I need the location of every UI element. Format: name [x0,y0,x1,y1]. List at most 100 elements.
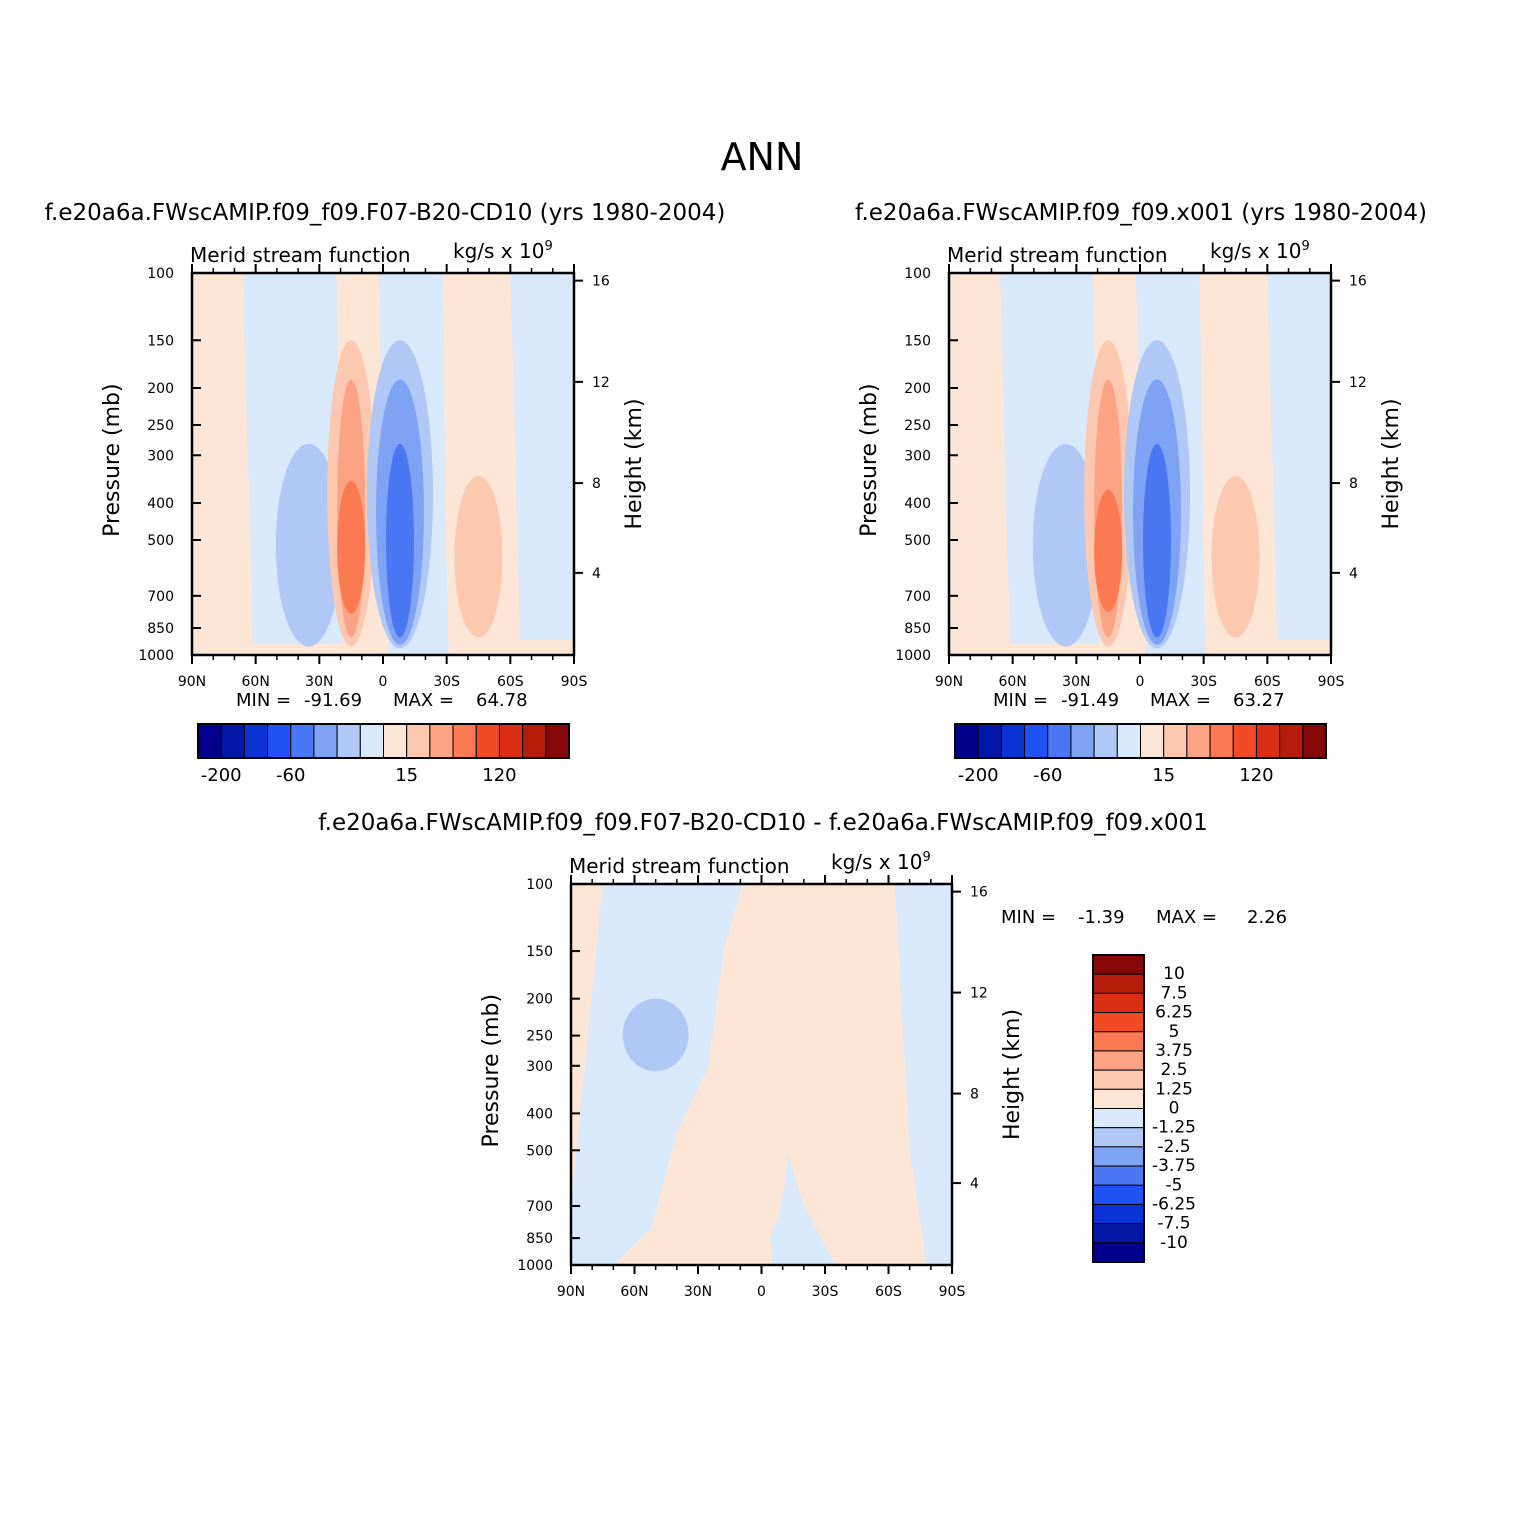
field-clipped [949,273,1331,655]
y-tick-label: 1000 [517,1258,553,1274]
colorbar-box [1186,723,1211,759]
colorbar-label: -6.25 [1152,1194,1196,1214]
y-tick-label: 250 [904,418,931,434]
colorbar-frame [1092,954,1145,1263]
y2-tick-label: 12 [970,986,988,1002]
colorbar-box [954,723,979,759]
y2-tick-label: 4 [1349,566,1358,582]
y-tick-label: 100 [526,877,553,893]
y-tick-label: 500 [904,533,931,549]
colorbar-label: -10 [1160,1233,1188,1253]
x-tick-label: 60N [999,674,1027,690]
y2-axis-label: Height (km) [1000,1009,1025,1140]
stats-max-value: 64.78 [476,690,528,711]
colorbar-box [1092,1088,1145,1109]
axes-layer: 90N 60N 30N 0 30S 60S 90S 100 150 200 250 300 400 500… [479,875,1025,1300]
colorbar-box [1092,1069,1145,1090]
y2-tick-label: 4 [970,1176,979,1192]
colorbar-label: 6.25 [1155,1003,1193,1023]
axes-layer: 90N 60N 30N 0 30S 60S 90S 100 150 200 250 300 400 500… [857,264,1404,690]
axes-layer: 90N 60N 30N 0 30S 60S 90S 100 150 200 250 300 400 500… [100,264,647,690]
colorbar-box [1302,723,1327,759]
colorbar-label: 120 [1239,765,1273,786]
stats-max-label: MAX = [1150,690,1211,711]
plot-label: Merid stream function [947,243,1168,267]
x-tick-label: 30S [433,674,460,690]
x-tick-label: 60S [875,1284,902,1300]
x-tick-label: 90N [178,674,206,690]
stats-max-label: MAX = [393,690,454,711]
y2-tick-label: 12 [1349,375,1367,391]
colorbar-box [1092,992,1145,1014]
y-tick-label: 1000 [138,648,174,664]
negative-region [571,884,743,1265]
field-layer [192,273,574,655]
colorbar-box [243,723,269,759]
colorbar-label: -200 [958,765,999,786]
x-tick-label: 0 [1136,674,1145,690]
colorbar-box [475,723,500,759]
field-clipped [571,884,952,1265]
y-tick-label: 400 [526,1106,553,1122]
x-tick-label: 60S [1254,674,1281,690]
stats-min-label: MIN = [1001,907,1056,928]
colorbar-box [359,723,384,759]
colorbar-vertical: 107.56.2553.752.51.250-1.25-2.5-3.75-5-6… [1092,954,1196,1263]
y-tick-label: 700 [526,1199,553,1215]
colorbar-label: 15 [395,765,418,786]
stream-band [510,273,574,640]
y-tick-label: 100 [904,266,931,282]
stats-min-value: -91.49 [1061,690,1119,711]
colorbar-box [290,723,315,759]
field-clipped [192,273,574,655]
difference-stream-function-plot: Merid stream function kg/s x 109 90N 60N 3… [479,850,1287,1300]
stats-max-value: 2.26 [1247,907,1287,928]
y-tick-label: 300 [526,1059,553,1075]
colorbar-label: -7.5 [1157,1214,1190,1234]
colorbar-box [1092,1165,1145,1186]
contour-cell [722,1021,789,1248]
colorbar-box [1070,723,1095,759]
y-tick-label: 300 [147,448,174,464]
y-tick-label: 300 [904,448,931,464]
colorbar-label: 120 [482,765,516,786]
colorbar-label: 2.5 [1160,1060,1187,1080]
contour-cell [1211,476,1260,638]
left-stream-function-plot: Merid stream function kg/s x 109 90N 60N 3… [100,239,647,786]
colorbar-box [1024,723,1049,759]
colorbar-box [545,723,570,759]
units-text: kg/s x 10 [1210,239,1301,263]
stats-min-value: -1.39 [1078,907,1125,928]
colorbar-box [313,723,338,759]
colorbar-box [1140,723,1165,759]
x-tick-label: 90S [939,1284,966,1300]
plot-label: Merid stream function [569,854,790,878]
y2-tick-label: 8 [592,476,601,492]
field-layer [571,884,952,1265]
x-tick-label: 60N [242,674,270,690]
colorbar-box [1279,723,1304,759]
x-tick-label: 0 [379,674,388,690]
colorbar-label: -3.75 [1152,1156,1196,1176]
colorbar-box [1092,1108,1145,1129]
colorbar-box [197,723,222,759]
field-layer [949,273,1331,655]
colorbar-box [1000,723,1026,759]
contour-cell [337,480,366,614]
units-label: kg/s x 109 [1210,239,1310,263]
colorbar-horizontal: -200 -60 15 120 [954,723,1327,786]
y-tick-label: 200 [904,381,931,397]
y2-tick-label: 4 [592,566,601,582]
colorbar-box [406,723,431,759]
colorbar-box [1163,723,1188,759]
stats-min-value: -91.69 [304,690,362,711]
colorbar-label: -1.25 [1152,1118,1196,1138]
colorbar-box [429,723,454,759]
colorbar-box [1092,1012,1145,1033]
units-exponent: 9 [1301,239,1309,254]
x-tick-label: 30S [812,1284,839,1300]
x-tick-label: 60N [620,1284,648,1300]
left-panel-title: f.e20a6a.FWscAMIP.f09_f09.F07-B20-CD10 (… [45,200,726,226]
units-exponent: 9 [544,239,552,254]
